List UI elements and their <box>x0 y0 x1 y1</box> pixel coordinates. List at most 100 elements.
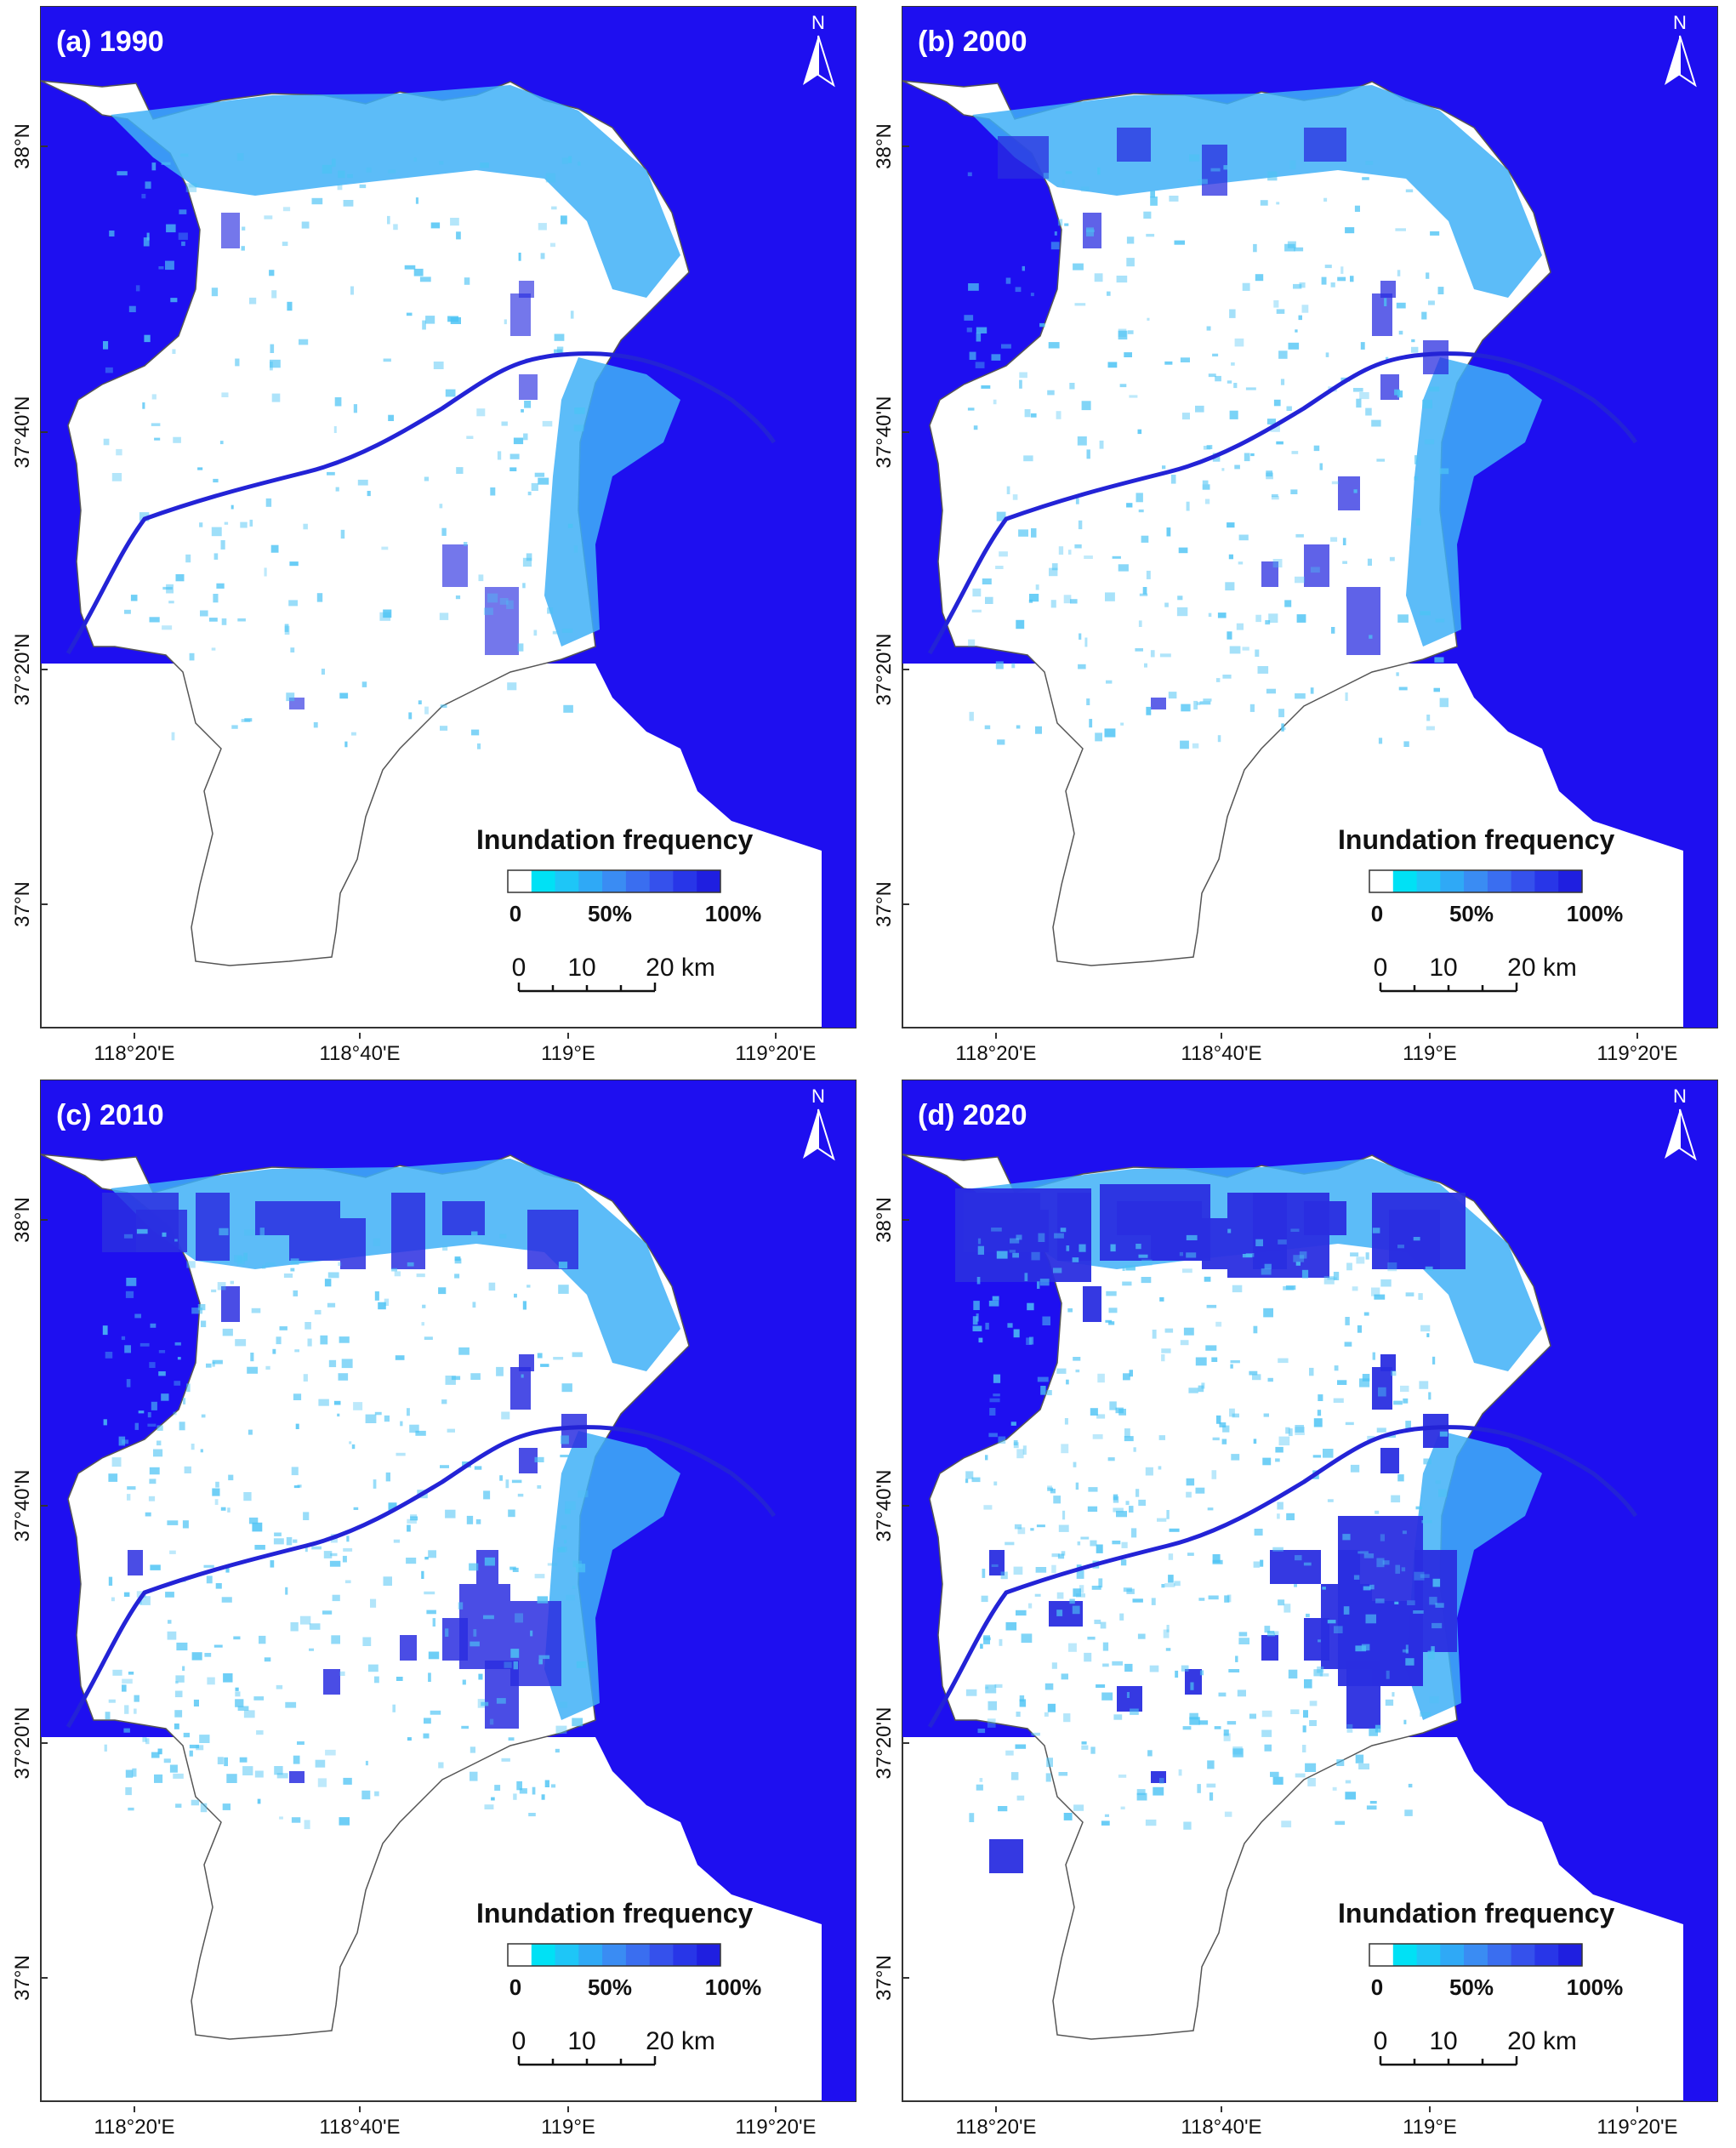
lat-label: 37°40'N <box>11 396 34 469</box>
lon-label: 119°E <box>541 2116 595 2139</box>
legend-swatch <box>625 870 651 892</box>
scale-label: 0 <box>512 954 526 982</box>
scale-bar: 0 10 20 km <box>1374 2027 1577 2066</box>
scale-label: 0 <box>1374 2027 1388 2055</box>
north-arrow-icon: N <box>803 12 835 88</box>
yellow-river <box>65 351 777 655</box>
legend-tick-label: 100% <box>1567 1974 1624 2000</box>
water-bodies <box>102 1193 587 1783</box>
legend-tick-label: 100% <box>705 901 762 926</box>
lon-label: 119°20'E <box>735 1042 816 1065</box>
lon-label: 119°E <box>541 1042 595 1065</box>
legend-swatch <box>649 1944 674 1966</box>
legend-swatch <box>1416 870 1441 892</box>
lon-label: 118°20'E <box>94 1042 174 1065</box>
lon-axis-c: 118°20'E 118°40'E 119°E 119°20'E <box>94 2106 817 2139</box>
legend-swatch <box>1511 1944 1535 1966</box>
water-bodies <box>998 128 1449 709</box>
yellow-river <box>927 351 1638 655</box>
scale-bar: 0 10 20 km <box>512 2027 715 2066</box>
panel-title: (a) 1990 <box>56 26 164 58</box>
legend-swatch <box>1558 870 1583 892</box>
lon-axis-a: 118°20'E 118°40'E 119°E 119°20'E <box>94 1033 817 1065</box>
legend: Inundation frequency 0 50% 100% <box>476 1898 761 2000</box>
lon-label: 118°40'E <box>319 1042 400 1065</box>
lat-label: 37°40'N <box>11 1470 34 1542</box>
lon-label: 118°40'E <box>1181 2116 1261 2139</box>
legend-swatch <box>1534 870 1559 892</box>
legend-tick-label: 50% <box>1449 901 1494 926</box>
legend-tick-label: 0 <box>1371 1974 1383 2000</box>
legend-title: Inundation frequency <box>476 824 754 855</box>
yellow-river <box>65 1425 777 1729</box>
legend-swatch <box>602 870 627 892</box>
legend-title: Inundation frequency <box>1338 1898 1615 1929</box>
inundation-specks <box>103 153 585 749</box>
legend-tick-label: 0 <box>509 1974 521 2000</box>
lon-label: 119°E <box>1403 1042 1457 1065</box>
water-bodies <box>221 213 538 709</box>
scale-label: 20 km <box>1507 2027 1577 2055</box>
legend-swatch <box>1464 1944 1488 1966</box>
legend-tick-label: 100% <box>705 1974 762 2000</box>
legend: Inundation frequency 0 50% 100% <box>1338 1898 1623 2000</box>
north-letter: N <box>811 1085 825 1107</box>
water-bodies <box>955 1184 1466 1873</box>
inundation-specks <box>964 154 1449 749</box>
lat-label: 38°N <box>11 1197 34 1243</box>
scale-label: 20 km <box>1507 954 1577 982</box>
legend-swatch <box>1464 870 1488 892</box>
legend: Inundation frequency 0 50% 100% <box>1338 824 1623 926</box>
lon-label: 118°40'E <box>1181 1042 1261 1065</box>
legend-swatch <box>578 870 603 892</box>
scale-label: 20 km <box>646 2027 715 2055</box>
lon-label: 118°40'E <box>319 2116 400 2139</box>
legend-tick-label: 0 <box>1371 901 1383 926</box>
legend-swatch <box>1487 1944 1512 1966</box>
inundation-specks <box>102 1228 589 1830</box>
legend-swatch <box>1369 1944 1394 1966</box>
lat-label: 37°N <box>11 1955 34 2001</box>
lat-label: 38°N <box>873 1197 896 1243</box>
legend-tick-label: 50% <box>588 901 632 926</box>
panel-title: (b) 2000 <box>918 26 1027 58</box>
legend-swatch <box>531 1944 556 1966</box>
legend-swatch <box>1392 870 1418 892</box>
lat-label: 37°20'N <box>11 1707 34 1780</box>
lon-label: 119°20'E <box>735 2116 816 2139</box>
map-panel-a: (a) 1990 N Inundation frequency 0 50% 100% 0 10… <box>11 6 857 1028</box>
legend-tick-label: 50% <box>588 1974 632 2000</box>
lon-axis-d: 118°20'E 118°40'E 119°E 119°20'E <box>955 2106 1678 2139</box>
yellow-river <box>927 1425 1638 1729</box>
legend-title: Inundation frequency <box>1338 824 1615 855</box>
lat-label: 37°N <box>11 881 34 927</box>
legend-swatch <box>578 1944 603 1966</box>
north-letter: N <box>811 12 825 33</box>
legend-swatch <box>697 1944 721 1966</box>
lon-label: 119°E <box>1403 2116 1457 2139</box>
scale-bar: 0 10 20 km <box>1374 954 1577 993</box>
lon-axis-b: 118°20'E 118°40'E 119°E 119°20'E <box>955 1033 1678 1065</box>
legend-swatch <box>508 1944 532 1966</box>
panel-title: (d) 2020 <box>918 1099 1027 1131</box>
legend-swatch <box>508 870 532 892</box>
legend: Inundation frequency 0 50% 100% <box>476 824 761 926</box>
lat-label: 37°N <box>873 881 896 927</box>
tidal-flat-zone <box>972 85 1542 647</box>
legend-swatch <box>531 870 556 892</box>
scale-label: 10 <box>567 2027 595 2055</box>
lat-label: 37°40'N <box>873 396 896 469</box>
legend-title: Inundation frequency <box>476 1898 754 1929</box>
lon-label: 119°20'E <box>1597 1042 1677 1065</box>
legend-swatch <box>673 1944 697 1966</box>
north-letter: N <box>1673 12 1687 33</box>
legend-swatch <box>1392 1944 1418 1966</box>
legend-swatch <box>1534 1944 1559 1966</box>
legend-tick-label: 100% <box>1567 901 1624 926</box>
panel-title: (c) 2010 <box>56 1099 164 1131</box>
legend-swatch <box>602 1944 627 1966</box>
scale-label: 10 <box>567 954 595 982</box>
legend-swatch <box>649 870 674 892</box>
legend-tick-label: 0 <box>509 901 521 926</box>
